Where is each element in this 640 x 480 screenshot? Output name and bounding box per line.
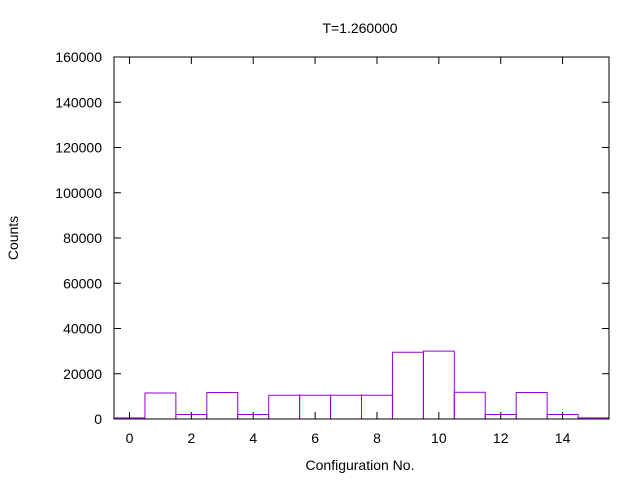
x-tick-label: 4 (249, 430, 257, 446)
y-axis-label: Counts (5, 216, 21, 260)
y-tick-label: 80000 (63, 230, 102, 246)
plot-frame (113, 56, 610, 420)
y-tick-label: 60000 (63, 275, 102, 291)
y-tick-label: 120000 (55, 140, 102, 156)
x-tick-label: 2 (187, 430, 195, 446)
chart-title: T=1.260000 (322, 20, 397, 36)
x-axis-label: Configuration No. (306, 457, 415, 473)
x-tick-label: 6 (311, 430, 319, 446)
x-tick-label: 12 (493, 430, 509, 446)
y-axis: 0 20000 40000 60000 80000 100000 120000 140000 1… (55, 49, 609, 427)
bar-11 (453, 391, 486, 420)
x-tick-label: 8 (373, 430, 381, 446)
bar-5 (268, 394, 301, 420)
y-tick-label: 0 (94, 411, 102, 427)
bar-7 (330, 394, 362, 420)
y-tick-label: 100000 (55, 185, 102, 201)
bar-3 (206, 392, 239, 420)
y-tick-label: 140000 (55, 94, 102, 110)
bar-1 (144, 392, 177, 420)
bars-group (113, 350, 610, 420)
bar-9 (391, 351, 424, 420)
y-tick-label: 20000 (63, 366, 102, 382)
y-tick-label: 160000 (55, 49, 102, 65)
x-tick-label: 10 (431, 430, 447, 446)
bar-13 (515, 392, 548, 420)
bar-10 (422, 350, 455, 420)
y-tick-label: 40000 (63, 321, 102, 337)
x-tick-label: 0 (126, 430, 134, 446)
x-tick-label: 14 (555, 430, 571, 446)
x-axis: 0 2 4 6 8 10 12 14 (126, 57, 571, 446)
